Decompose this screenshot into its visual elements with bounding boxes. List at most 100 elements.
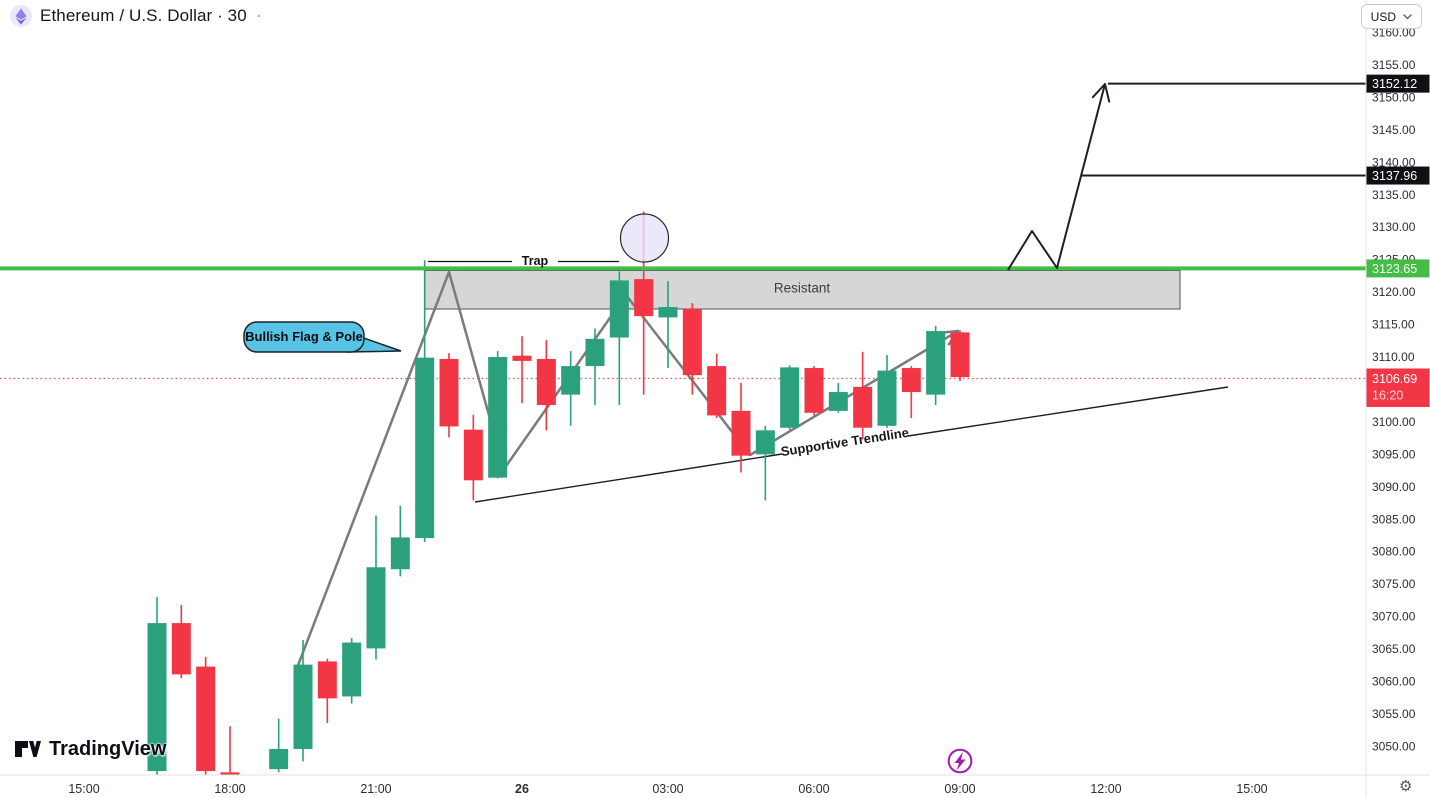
countdown-text: 16:20 [1372, 388, 1403, 402]
time-label: 18:00 [214, 782, 245, 796]
candle-body [147, 623, 167, 772]
symbol-menu-dot[interactable]: · [256, 7, 262, 25]
plot-area: Resistant Supportive Trendline Trap Bullish… [0, 82, 1366, 775]
candle-07:30 [877, 355, 897, 428]
candle-09:00 [950, 330, 970, 382]
price-tick: 3140.00 [1372, 155, 1416, 169]
projection-arrowhead [1091, 83, 1106, 99]
projection-arrowhead [1104, 83, 1111, 103]
time-axis[interactable]: 15:00 18:00 21:00 26 03:00 06:00 09:00 12:00 15:… [68, 782, 1267, 796]
candle-19:00 [269, 718, 289, 773]
time-label: 21:00 [360, 782, 391, 796]
candle-body [804, 368, 824, 413]
gear-icon[interactable]: ⚙ [1399, 777, 1413, 795]
candle-body [853, 386, 873, 428]
price-tick: 3120.00 [1372, 285, 1416, 299]
attention-circle[interactable] [619, 213, 670, 263]
price-label-text: 3137.96 [1372, 169, 1417, 183]
candle-body [366, 567, 386, 649]
price-axis[interactable]: 3160.00 3155.00 3150.00 3145.00 3140.00 3135.… [1366, 26, 1430, 754]
candle-16:30 [147, 597, 167, 775]
candle-00:00 [512, 336, 532, 404]
price-label-text: 3106.69 [1372, 372, 1417, 386]
candle-body [561, 366, 581, 395]
symbol-header: Ethereum / U.S. Dollar · 30 · [10, 5, 262, 27]
candle-03:00 [658, 281, 678, 369]
candle-body [609, 280, 629, 338]
time-label: 12:00 [1090, 782, 1121, 796]
candle-04:30 [731, 382, 751, 473]
resistance-zone[interactable] [424, 270, 1181, 310]
resistance-zone-label: Resistant [774, 281, 831, 296]
price-tick: 3060.00 [1372, 675, 1416, 689]
candle-body [293, 664, 313, 749]
time-label: 09:00 [944, 782, 975, 796]
candle-body [463, 429, 483, 481]
candle-body [512, 355, 532, 361]
price-tick: 3070.00 [1372, 610, 1416, 624]
price-label-text: 3152.12 [1372, 77, 1417, 91]
time-label: 15:00 [1236, 782, 1267, 796]
candle-21:30 [390, 505, 410, 577]
trap-label[interactable]: Trap [522, 254, 549, 268]
candle-20:30 [342, 638, 362, 704]
candle-body [585, 338, 605, 367]
flash-icon[interactable] [947, 748, 973, 774]
time-label: 26 [515, 782, 529, 796]
flash-bolt [954, 752, 966, 771]
candle-body [342, 642, 362, 697]
candle-05:30 [780, 365, 800, 430]
candle-01:30 [585, 328, 605, 406]
price-tick: 3135.00 [1372, 188, 1416, 202]
candle-body [439, 358, 459, 427]
currency-label: USD [1370, 9, 1396, 24]
candle-body [731, 410, 751, 456]
candle-01:00 [561, 351, 581, 426]
time-label: 06:00 [798, 782, 829, 796]
candle-06:00 [804, 366, 824, 416]
candle-body [634, 279, 654, 317]
candle-17:30 [196, 656, 216, 775]
price-tick: 3050.00 [1372, 739, 1416, 753]
price-tick: 3110.00 [1372, 350, 1415, 364]
tradingview-logo-icon [14, 737, 42, 761]
ethereum-icon [10, 5, 32, 27]
candle-07:00 [853, 351, 873, 440]
time-label: 03:00 [652, 782, 683, 796]
candle-body [171, 623, 191, 675]
price-tick: 3130.00 [1372, 220, 1416, 234]
price-label-lower-target: 3137.96 [1366, 166, 1430, 185]
candle-20:00 [317, 658, 337, 724]
candle-02:00 [609, 271, 629, 406]
candle-05:00 [755, 425, 775, 501]
symbol-title[interactable]: Ethereum / U.S. Dollar · 30 [40, 6, 247, 25]
candle-23:00 [463, 414, 483, 501]
price-tick: 3160.00 [1372, 26, 1416, 40]
candle-body [950, 332, 970, 378]
candle-06:30 [828, 382, 848, 413]
candle-body [828, 392, 848, 411]
candle-body [220, 772, 240, 775]
candle-body [877, 370, 897, 426]
price-tick: 3145.00 [1372, 123, 1416, 137]
price-tick: 3090.00 [1372, 480, 1416, 494]
candle-body [488, 357, 508, 478]
callout-label: Bullish Flag & Pole [245, 329, 363, 344]
candle-08:30 [926, 325, 946, 406]
candle-21:00 [366, 515, 386, 660]
support-trendline[interactable] [907, 386, 1229, 437]
candle-body [901, 368, 921, 393]
callout-bubble[interactable] [243, 321, 365, 353]
price-tick: 3085.00 [1372, 512, 1416, 526]
candle-body [536, 358, 556, 406]
tradingview-logo[interactable]: TradingView [14, 737, 166, 761]
price-tick: 3075.00 [1372, 577, 1416, 591]
support-trendline[interactable] [474, 453, 783, 503]
currency-selector[interactable]: USD [1360, 4, 1422, 29]
support-trendline-label[interactable]: Supportive Trendline [780, 425, 910, 459]
candle-body [780, 367, 800, 428]
candles-layer [147, 211, 970, 775]
projection-path[interactable] [1007, 83, 1106, 271]
price-label-box [1366, 259, 1430, 278]
